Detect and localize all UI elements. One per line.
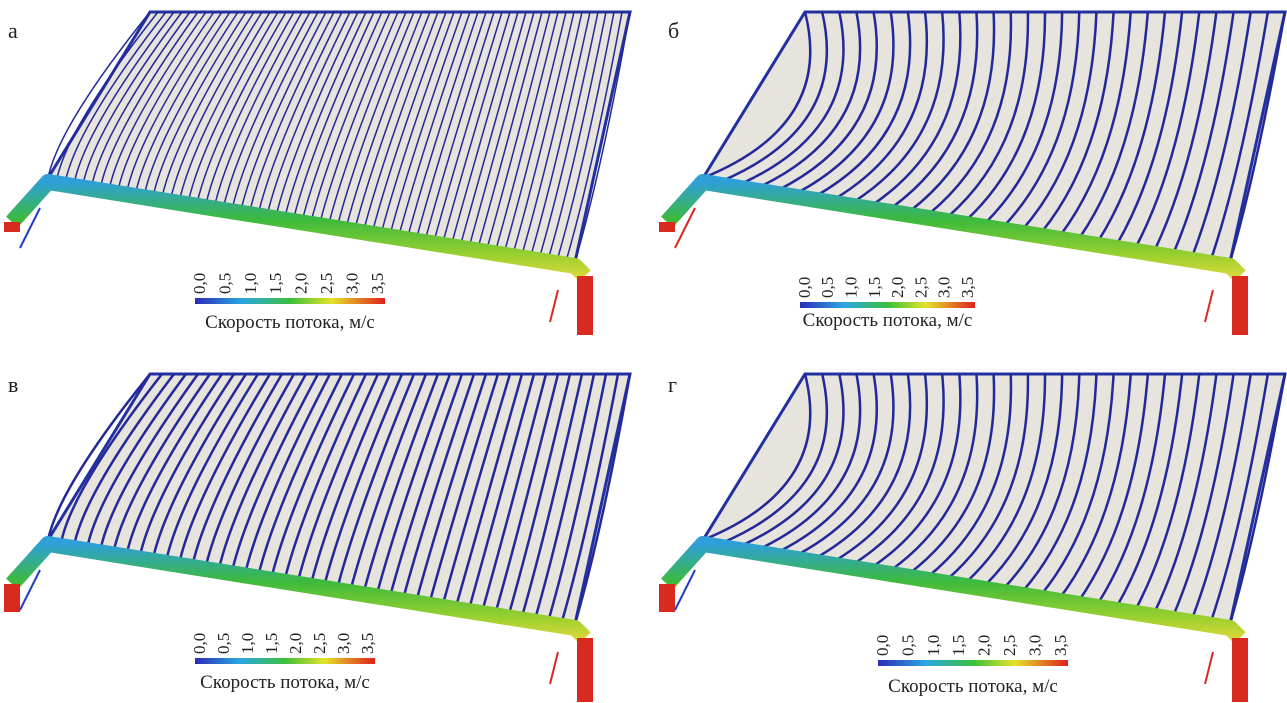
colorbar-tick-label: 2,5	[310, 633, 329, 654]
panel-label: а	[8, 18, 18, 43]
colorbar-tick-label: 0,0	[190, 273, 209, 294]
colorbar-tick-label: 0,5	[898, 635, 917, 656]
colorbar-tick-label: 2,0	[286, 633, 305, 654]
colorbar-tick-label: 0,0	[873, 635, 892, 656]
colorbar-tick-label: 2,5	[911, 277, 930, 298]
flow-arrow	[550, 290, 558, 322]
colorbar-tick-label: 3,5	[958, 277, 977, 298]
colorbar	[195, 298, 385, 304]
panel-label: г	[668, 372, 677, 397]
flow-arrow	[1205, 290, 1213, 322]
colorbar-tick-label: 3,5	[358, 633, 377, 654]
colorbar-tick-label: 3,5	[1051, 635, 1070, 656]
colorbar-tick-label: 0,0	[190, 633, 209, 654]
colorbar-tick-label: 3,0	[342, 273, 361, 294]
colorbar-tick-label: 2,0	[888, 277, 907, 298]
colorbar-tick-label: 3,0	[1025, 635, 1044, 656]
colorbar-tick-label: 2,5	[1000, 635, 1019, 656]
panel-label: в	[8, 372, 18, 397]
flow-arrow	[550, 652, 558, 684]
colorbar-tick-label: 1,5	[262, 633, 281, 654]
colorbar-tick-label: 1,5	[865, 277, 884, 298]
colorbar-tick-label: 3,5	[368, 273, 387, 294]
colorbar-tick-label: 2,0	[975, 635, 994, 656]
colorbar-title: Скорость потока, м/с	[803, 310, 973, 331]
colorbar-tick-label: 1,5	[949, 635, 968, 656]
figure: а0,00,51,01,52,02,53,03,5Скорость потока…	[0, 0, 1287, 703]
colorbar	[878, 660, 1068, 666]
flow-arrow	[1205, 652, 1213, 684]
colorbar-tick-label: 3,0	[334, 633, 353, 654]
colorbar-title: Скорость потока, м/с	[200, 672, 370, 693]
colorbar-tick-label: 0,5	[818, 277, 837, 298]
colorbar-title: Скорость потока, м/с	[205, 312, 375, 333]
colorbar-tick-label: 1,5	[266, 273, 285, 294]
colorbar-tick-label: 1,0	[841, 277, 860, 298]
colorbar-tick-label: 0,0	[795, 277, 814, 298]
colorbar-tick-label: 2,5	[317, 273, 336, 294]
colorbar-tick-label: 1,0	[238, 633, 257, 654]
colorbar-tick-label: 1,0	[924, 635, 943, 656]
colorbar-title: Скорость потока, м/с	[888, 676, 1058, 697]
colorbar-tick-label: 1,0	[241, 273, 260, 294]
panel-label: б	[668, 18, 679, 43]
colorbar-tick-label: 2,0	[292, 273, 311, 294]
colorbar	[800, 302, 975, 308]
colorbar-tick-label: 0,5	[215, 273, 234, 294]
colorbar-tick-label: 3,0	[935, 277, 954, 298]
colorbar-tick-label: 0,5	[214, 633, 233, 654]
colorbar	[195, 658, 375, 664]
